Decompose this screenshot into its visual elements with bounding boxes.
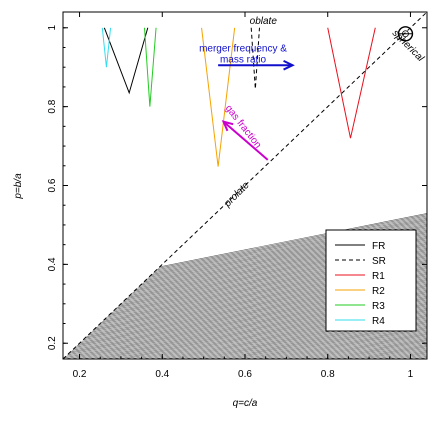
gas-fraction-arrow-shaft xyxy=(222,120,269,161)
hatch-line-31 xyxy=(63,250,427,324)
hatch-line-26 xyxy=(63,244,427,318)
hatch-line-73 xyxy=(136,300,427,359)
legend-label-fr: FR xyxy=(372,241,385,252)
hatch-line-53 xyxy=(63,276,427,351)
hatch-line-47 xyxy=(63,269,427,343)
series-fr-triangle xyxy=(103,27,149,95)
x-tick-label-3: 0.8 xyxy=(321,369,335,380)
hatch-line-28 xyxy=(63,246,427,321)
hatch-line-55 xyxy=(63,279,427,353)
hatch-line-48 xyxy=(63,270,427,345)
hatch-line-32 xyxy=(63,251,427,325)
hatch-line-30 xyxy=(63,249,427,323)
hatch-line-25 xyxy=(63,243,427,317)
hatch-line-52 xyxy=(63,275,427,349)
merger-frequency-arrow-head xyxy=(283,59,295,71)
y-tick-label-4: 1 xyxy=(47,25,58,31)
legend-label-r2: R2 xyxy=(372,286,385,297)
hatch-line-44 xyxy=(63,265,427,340)
hatch-line-50 xyxy=(63,273,427,347)
gas-fraction-arrow-head xyxy=(221,120,234,132)
hatch-line-72 xyxy=(130,299,427,359)
legend-label-sr: SR xyxy=(372,256,386,267)
y-axis-label: p=b/a xyxy=(13,173,24,200)
hatch-line-56 xyxy=(63,280,427,354)
hatch-line-42 xyxy=(63,263,427,337)
upper-mask xyxy=(63,12,427,359)
hatch-line-37 xyxy=(63,257,427,331)
legend-label-r4: R4 xyxy=(372,316,385,327)
hatch-line-51 xyxy=(63,274,427,348)
hatch-line-24 xyxy=(63,241,427,316)
series-r3-triangle xyxy=(143,27,157,107)
sphere-marker-inner xyxy=(402,30,409,38)
hatch-line-29 xyxy=(63,247,427,322)
x-tick-label-0: 0.2 xyxy=(73,369,87,380)
hatch-line-33 xyxy=(63,252,427,327)
y-tick-label-3: 0.8 xyxy=(47,99,58,113)
hatch-line-23 xyxy=(63,240,427,315)
y-tick-label-1: 0.4 xyxy=(47,257,58,271)
merger-frequency-label: merger frequency & mass ratio xyxy=(199,43,287,65)
x-axis-label: q=c/a xyxy=(233,398,258,409)
hatch-line-45 xyxy=(63,267,427,341)
x-tick-label-2: 0.6 xyxy=(238,369,252,380)
legend: FR SR R1 R2 R3 R4 xyxy=(325,229,417,332)
hatch-line-38 xyxy=(63,258,427,333)
series-r1-triangle xyxy=(327,27,376,139)
hatch-line-27 xyxy=(63,245,427,319)
hatch-line-49 xyxy=(63,271,427,346)
legend-label-r3: R3 xyxy=(372,301,385,312)
hatch-line-36 xyxy=(63,256,427,330)
hatch-line-40 xyxy=(63,261,427,335)
hatch-line-46 xyxy=(63,268,427,342)
hatch-line-41 xyxy=(63,262,427,336)
x-tick-label-1: 0.4 xyxy=(155,369,169,380)
hatch-line-43 xyxy=(63,264,427,339)
hatch-line-54 xyxy=(63,277,427,352)
series-r2-triangle xyxy=(201,27,236,167)
y-tick-label-0: 0.2 xyxy=(47,336,58,350)
oblate-label: oblate xyxy=(250,16,278,27)
hatch-line-122 xyxy=(431,12,436,359)
hatch-line-34 xyxy=(63,253,427,328)
y-tick-label-2: 0.6 xyxy=(47,178,58,192)
hatch-line-39 xyxy=(63,259,427,334)
legend-box xyxy=(325,229,417,332)
legend-label-r1: R1 xyxy=(372,271,385,282)
hatch-line-35 xyxy=(63,255,427,329)
x-tick-label-4: 1 xyxy=(408,369,414,380)
series-r4-triangle xyxy=(101,27,112,68)
